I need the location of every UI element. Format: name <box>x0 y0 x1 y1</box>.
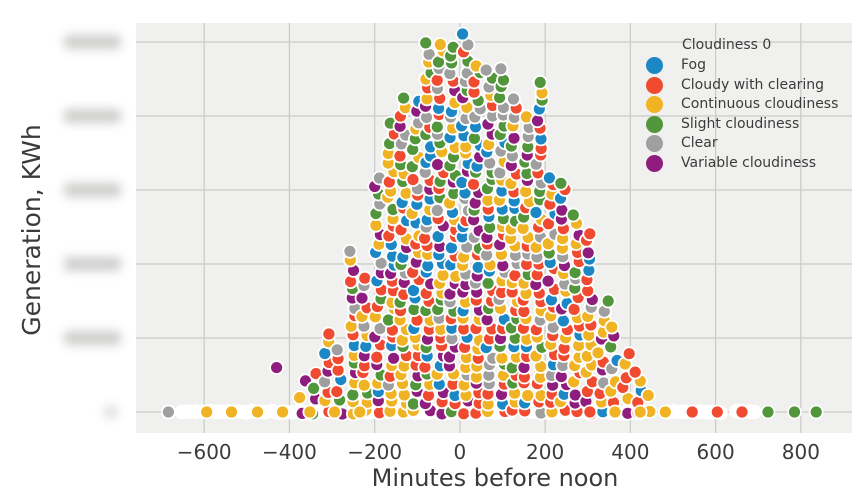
x-axis-label: Minutes before noon <box>371 464 619 492</box>
legend-marker-cloudy-icon <box>646 76 663 94</box>
y-tick-label-blurred <box>64 109 121 123</box>
y-tick-label-blurred <box>64 331 121 345</box>
legend-item-label: Slight cloudiness <box>681 115 800 132</box>
y-axis-label: Generation, KWh <box>17 124 46 336</box>
x-tick-label: −600 <box>176 440 232 464</box>
legend-item: Clear <box>646 134 838 154</box>
x-tick-label: 600 <box>696 440 735 464</box>
legend-rows: Fog Cloudy with clearing Continuous cloudi… <box>646 56 838 173</box>
legend-marker-clear-icon <box>646 135 663 153</box>
legend-marker-slight-icon <box>646 115 663 133</box>
y-tick-label-blurred <box>64 183 121 197</box>
x-tick-label: 0 <box>453 440 467 464</box>
legend-marker-variable-icon <box>646 154 663 172</box>
x-tick-label: 200 <box>526 440 565 464</box>
bottom-row-points <box>160 404 824 420</box>
legend-item: Continuous cloudiness <box>646 95 838 115</box>
legend-item-label: Cloudy with clearing <box>681 76 825 93</box>
legend-item: Slight cloudiness <box>646 115 838 135</box>
x-tick-label: −400 <box>261 440 317 464</box>
legend-item-label: Variable cloudiness <box>681 154 817 171</box>
outlier-points <box>269 293 616 376</box>
scatter-points <box>292 26 658 422</box>
x-tick-label: −200 <box>347 440 403 464</box>
x-tick-label: 400 <box>611 440 650 464</box>
legend: Cloudiness 0 Fog Cloudy with clearing Cont… <box>646 36 838 173</box>
legend-title: Cloudiness 0 <box>682 37 772 53</box>
legend-item: Cloudy with clearing <box>646 76 838 96</box>
legend-marker-continuous-icon <box>646 96 663 114</box>
legend-item-label: Continuous cloudiness <box>681 96 839 113</box>
legend-item: Fog <box>646 56 838 76</box>
legend-item: Variable cloudiness <box>646 154 838 174</box>
x-tick-label: 800 <box>781 440 820 464</box>
y-tick-label-blurred <box>64 35 121 49</box>
y-tick-label-blurred-zero <box>104 406 118 418</box>
legend-item-label: Clear <box>681 135 718 152</box>
y-tick-label-blurred <box>64 257 121 271</box>
legend-marker-fog-icon <box>646 57 663 75</box>
legend-item-label: Fog <box>681 57 707 74</box>
